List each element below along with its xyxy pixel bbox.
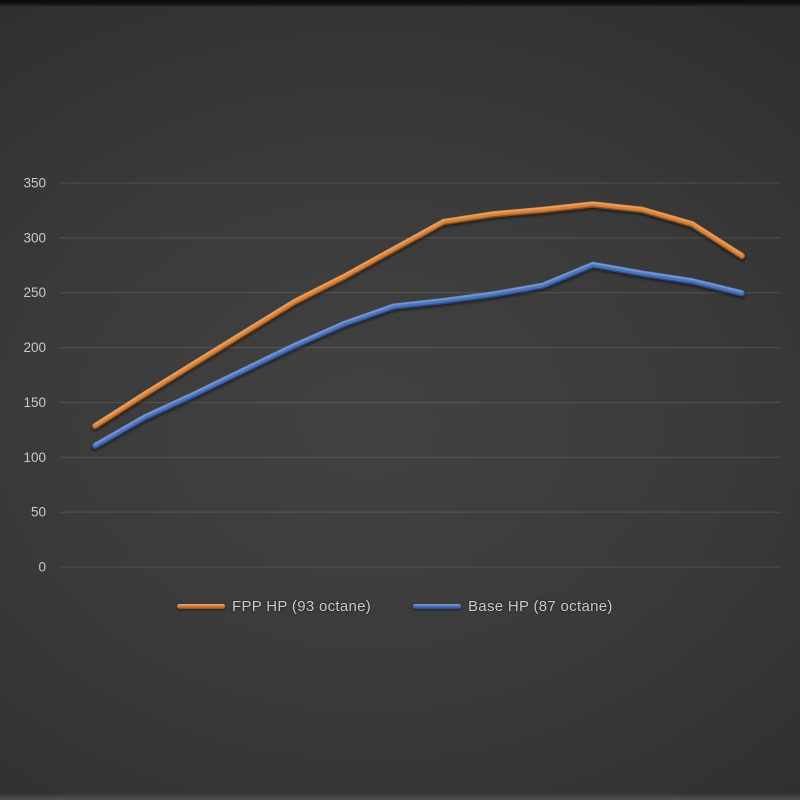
- legend-item-base-hp: Base HP (87 octane): [413, 596, 613, 616]
- bottom-edge-shade: [0, 793, 800, 800]
- series-line-base-hp: [92, 261, 745, 448]
- legend-label-fpp-hp: FPP HP (93 octane): [232, 597, 372, 615]
- y-axis-tick-label: 50: [31, 505, 46, 520]
- chart-legend: FPP HP (93 octane) Base HP (87 octane): [0, 596, 800, 616]
- series-lines: [91, 201, 746, 452]
- y-axis-tick-label: 300: [23, 230, 46, 245]
- legend-item-fpp-hp: FPP HP (93 octane): [177, 596, 371, 616]
- y-axis-tick-labels: 350 300 250 200 150 100 50 0: [23, 176, 46, 575]
- y-axis-tick-label: 100: [23, 450, 46, 465]
- legend-marker-fpp-hp: [177, 603, 225, 609]
- top-edge-shade: [0, 0, 800, 7]
- series-line-fpp-hp: [92, 201, 745, 428]
- series-line-base-hp: [91, 261, 746, 450]
- y-axis-tick-label: 350: [23, 176, 46, 191]
- series-line-base-hp: [94, 262, 743, 445]
- legend-label-base-hp: Base HP (87 octane): [468, 597, 613, 615]
- y-axis-tick-label: 0: [38, 560, 46, 575]
- series-line-fpp-hp: [94, 201, 743, 426]
- legend-marker-base-hp: [413, 603, 461, 609]
- y-axis-tick-label: 250: [23, 285, 46, 300]
- y-axis-tick-label: 200: [23, 340, 46, 355]
- series-line-base-hp: [91, 263, 746, 452]
- y-axis-tick-label: 150: [23, 395, 46, 410]
